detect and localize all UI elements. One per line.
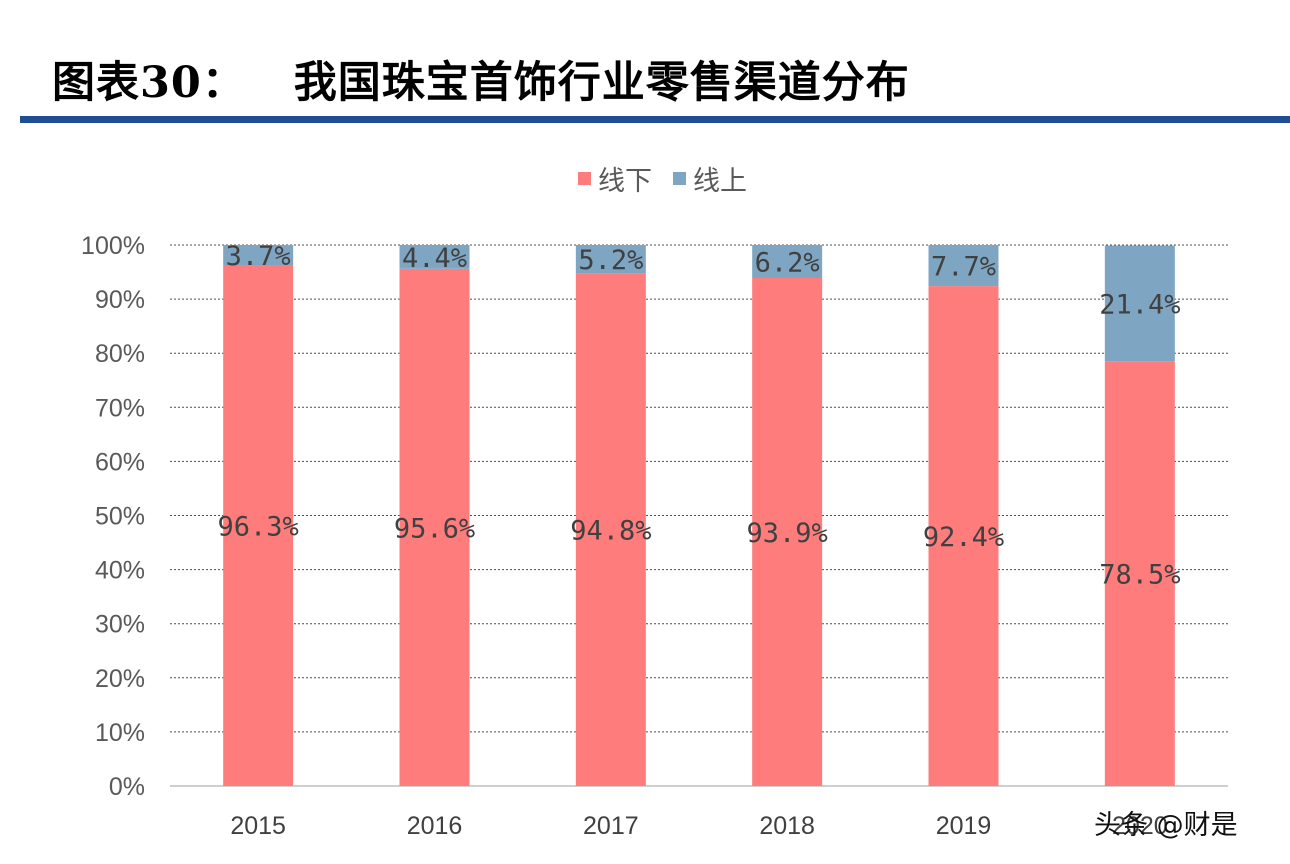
watermark: 头条 @财是 — [1094, 810, 1238, 841]
bar-offline-2017 — [575, 273, 646, 787]
legend: 线下 线上 — [578, 166, 747, 197]
bar-online-2017 — [575, 245, 646, 274]
figure-title: 图表30： 我国珠宝首饰行业零售渠道分布 — [52, 58, 910, 108]
y-tick-label: 20% — [95, 665, 145, 693]
bar-online-2019 — [928, 245, 999, 287]
bar-offline-2020 — [1104, 361, 1175, 786]
x-tick-label: 2015 — [230, 812, 286, 840]
x-tick-label: 2018 — [759, 812, 815, 840]
y-tick-label: 50% — [95, 503, 145, 531]
bar-online-2015 — [223, 245, 294, 266]
bars — [223, 245, 1175, 787]
label-offline-2016: 95.6% — [394, 513, 475, 544]
y-tick-label: 0% — [109, 773, 145, 801]
y-tick-label: 60% — [95, 448, 145, 476]
y-tick-label: 40% — [95, 557, 145, 585]
y-tick-label: 30% — [95, 611, 145, 639]
label-online-2016: 4.4% — [402, 243, 467, 274]
y-tick-label: 70% — [95, 394, 145, 422]
bar-offline-2015 — [223, 265, 294, 787]
label-offline-2017: 94.8% — [570, 516, 651, 547]
bar-online-2016 — [399, 245, 470, 269]
legend-swatch — [578, 172, 591, 185]
x-tick-label: 2020 — [1112, 812, 1168, 840]
title-rule — [20, 116, 1290, 123]
bar-online-2018 — [752, 245, 823, 279]
label-online-2019: 7.7% — [931, 252, 996, 283]
legend-swatch — [673, 172, 686, 185]
y-tick-label: 90% — [95, 286, 145, 314]
x-axis: 2015 2016 2017 2018 2019 2020 — [230, 812, 1167, 840]
bar-offline-2016 — [399, 268, 470, 787]
y-axis: 0% 10% 20% 30% 40% 50% 60% 70% 80% 90% 100% — [81, 232, 145, 801]
label-online-2020: 21.4% — [1099, 289, 1180, 320]
label-online-2017: 5.2% — [578, 245, 643, 276]
data-labels: 96.3% 3.7% 95.6% 4.4% 94.8% 5.2% 93.9% 6.2% 92.4… — [218, 241, 1181, 591]
legend-label: 线下 — [598, 166, 652, 197]
x-tick-label: 2017 — [583, 812, 639, 840]
gridlines — [170, 244, 1228, 787]
bar-offline-2018 — [752, 278, 823, 786]
legend-label: 线上 — [693, 166, 747, 197]
y-tick-label: 10% — [95, 719, 145, 747]
y-tick-label: 100% — [81, 232, 145, 260]
x-tick-label: 2016 — [407, 812, 463, 840]
label-offline-2015: 96.3% — [218, 512, 299, 543]
bar-online-2020 — [1104, 245, 1175, 362]
x-tick-label: 2019 — [936, 812, 992, 840]
label-online-2018: 6.2% — [755, 248, 820, 279]
y-tick-label: 80% — [95, 340, 145, 368]
bar-offline-2019 — [928, 286, 999, 786]
label-offline-2020: 78.5% — [1099, 560, 1180, 591]
label-offline-2018: 93.9% — [747, 518, 828, 549]
label-online-2015: 3.7% — [226, 241, 291, 272]
label-offline-2019: 92.4% — [923, 522, 1004, 553]
